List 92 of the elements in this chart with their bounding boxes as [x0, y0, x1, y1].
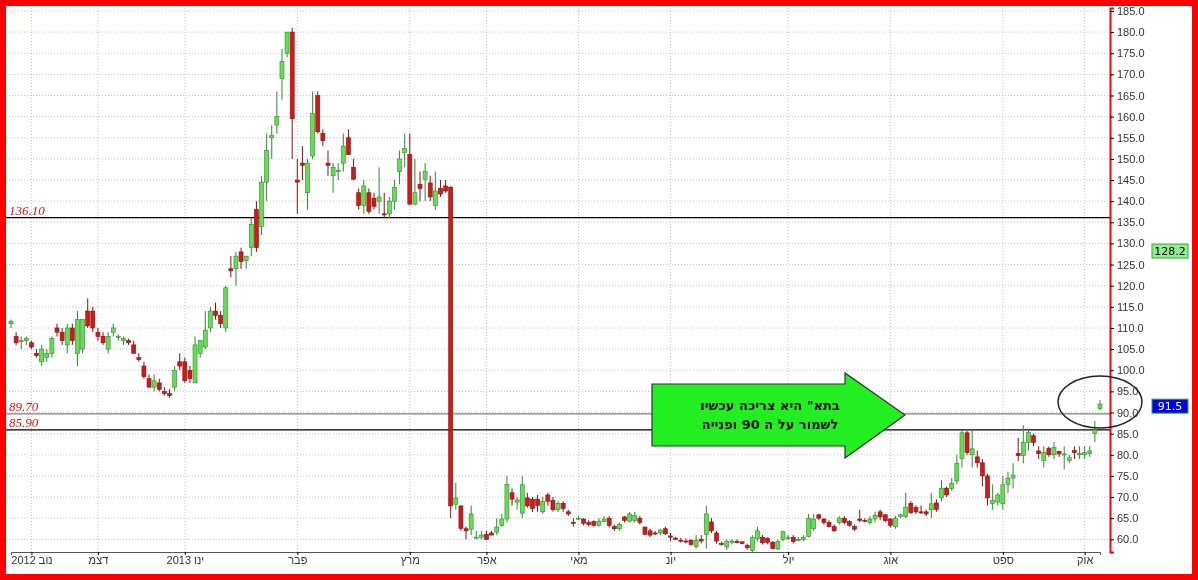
candlestick	[1041, 445, 1047, 468]
x-tick-label: יול	[782, 553, 795, 566]
candlestick	[208, 306, 213, 333]
candlestick	[274, 90, 280, 135]
candlestick	[346, 128, 351, 156]
y-tick-label: 160.0	[1117, 110, 1145, 123]
y-tick-label: 180.0	[1117, 26, 1145, 39]
ref-line-label: 89.70	[9, 398, 39, 414]
y-tick-label: 150.0	[1117, 152, 1145, 165]
candlestick	[417, 171, 423, 202]
y-tick-label: 170.0	[1117, 68, 1145, 81]
candlestick	[233, 251, 239, 287]
candlestick	[509, 488, 515, 506]
candlestick	[468, 505, 474, 536]
candlestick	[295, 158, 300, 215]
candlestick	[325, 149, 331, 177]
x-tick-label: ינו 2013	[166, 553, 205, 566]
candlestick	[1015, 437, 1021, 462]
y-tick-label: 155.0	[1117, 131, 1145, 144]
candlestick	[1092, 420, 1098, 443]
y-tick-label: 90.0	[1117, 406, 1139, 419]
x-tick-label: אוג	[883, 553, 899, 566]
candlestick	[238, 247, 244, 270]
candlestick	[356, 187, 361, 211]
y-tick-label: 75.0	[1117, 469, 1139, 482]
y-tick-label: 165.0	[1117, 89, 1145, 102]
candlestick	[249, 217, 254, 257]
y-tick-label: 65.0	[1117, 512, 1139, 525]
y-tick-label: 85.0	[1117, 427, 1139, 440]
candlestick	[70, 323, 75, 346]
y-tick-label: 125.0	[1117, 258, 1145, 271]
candlestick	[433, 171, 438, 211]
candlestick	[422, 162, 428, 202]
y-tick-label: 145.0	[1117, 174, 1145, 187]
candlestick	[964, 430, 970, 456]
candlestick	[381, 192, 387, 219]
candlestick	[637, 515, 643, 526]
y-tick-label: 60.0	[1117, 533, 1139, 546]
candlestick	[1051, 441, 1057, 460]
candlestick	[376, 166, 382, 215]
y-tick-label: 80.0	[1117, 448, 1139, 461]
candlestick	[361, 179, 367, 215]
candlestick	[928, 492, 934, 519]
candlestick	[320, 128, 326, 147]
candlestick	[95, 327, 101, 342]
y-tick-label: 130.0	[1117, 237, 1145, 250]
x-tick-label: יונ	[666, 553, 677, 566]
y-tick-label: 105.0	[1117, 343, 1145, 356]
x-tick-label: מאי	[570, 553, 588, 566]
y-tick-label: 115.0	[1117, 300, 1144, 313]
candlestick	[954, 454, 960, 485]
x-tick-label: נוב 2012	[11, 553, 53, 566]
y-tick-label: 100.0	[1117, 364, 1145, 377]
candlestick	[341, 133, 346, 173]
x-tick-label: אוק	[1077, 553, 1094, 566]
candlestick	[427, 175, 433, 202]
x-tick-label: דצמ	[88, 553, 109, 566]
candlestick	[693, 534, 699, 550]
candlestick	[269, 124, 275, 160]
y-tick-label: 95.0	[1117, 385, 1139, 398]
candlestick	[64, 323, 70, 354]
y-tick-label: 185.0	[1117, 4, 1145, 17]
x-tick-label: מרץ	[400, 553, 420, 566]
y-tick-label: 140.0	[1117, 195, 1145, 208]
ref-line-label: 85.90	[9, 414, 39, 430]
candlestick	[202, 310, 208, 350]
candlestick	[453, 482, 459, 511]
candlestick	[704, 505, 709, 550]
candlestick	[402, 133, 407, 168]
text: 128.2	[1154, 245, 1186, 259]
candlestick	[939, 479, 944, 502]
candlestick	[1061, 445, 1067, 471]
candlestick	[969, 428, 975, 468]
y-tick-label: 120.0	[1117, 279, 1145, 292]
candlestick	[300, 145, 305, 181]
x-tick-label: אפר	[477, 553, 497, 566]
y-tick-label: 110.0	[1117, 322, 1144, 334]
candlestick	[172, 365, 177, 392]
y-tick-label: 70.0	[1117, 491, 1139, 504]
candlestick	[8, 319, 14, 329]
y-tick-label: 175.0	[1117, 47, 1145, 60]
candlestick	[13, 331, 19, 346]
annotation: בתא" היא צריכה עכשיו לשמור על ה 90 ופנייה	[700, 398, 840, 432]
x-tick-label: פבר	[288, 553, 308, 566]
candlestick	[412, 158, 418, 206]
candlestick	[397, 149, 402, 185]
candlestick	[228, 255, 234, 278]
y-tick-label: 135.0	[1117, 216, 1145, 229]
x-tick-label: ספט	[992, 553, 1014, 566]
ref-line-label: 136.10	[9, 202, 46, 218]
text: 91.5	[1157, 400, 1183, 414]
candlestick	[105, 331, 111, 354]
